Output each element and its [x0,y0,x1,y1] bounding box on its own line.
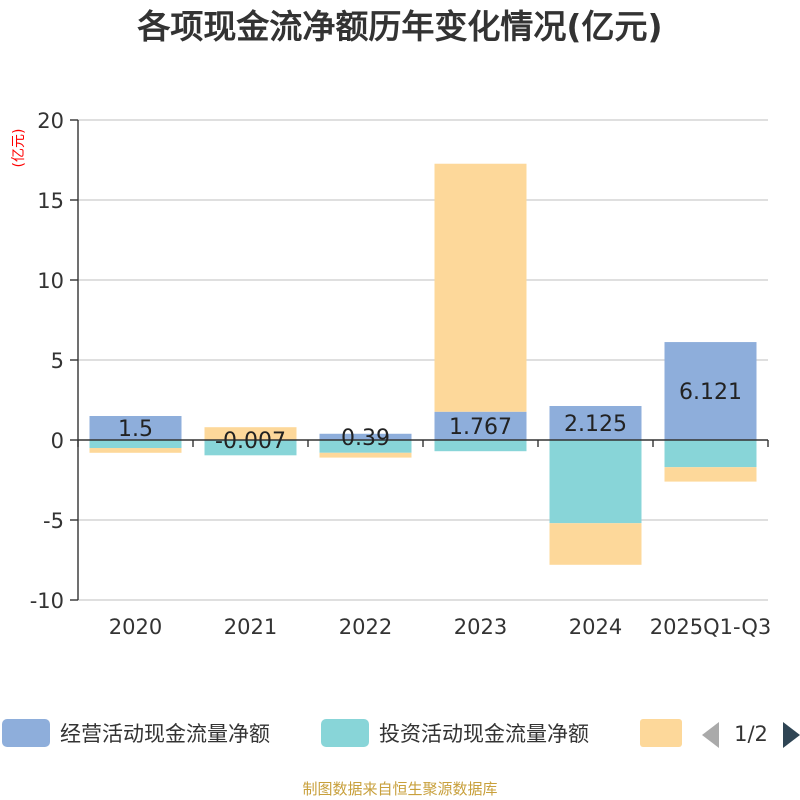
bar-operating[interactable] [319,433,412,440]
y-tick-label: 15 [37,189,64,213]
bar-operating[interactable] [434,411,527,440]
legend-swatch-operating[interactable] [2,719,50,747]
bar-investing[interactable] [549,440,642,524]
y-tick-label: 0 [51,429,64,453]
data-label: 1.5 [118,417,153,442]
legend-label-investing[interactable]: 投资活动现金流量净额 [379,722,589,746]
bar-investing[interactable] [434,440,527,452]
data-label: 1.767 [449,415,512,440]
data-label: -0.007 [215,429,286,454]
data-label: 6.121 [679,380,742,405]
bars [89,163,757,565]
x-tick-label: 2023 [454,615,507,639]
bar-financing[interactable] [434,163,527,412]
y-axis-unit: (亿元) [11,129,27,168]
chart-title: 各项现金流净额历年变化情况(亿元) [136,7,662,46]
legend-swatch-financing[interactable] [640,719,682,747]
x-tick-label: 2024 [569,615,622,639]
y-tick-label: -10 [30,589,64,613]
y-tick-label: 5 [51,349,64,373]
y-tick-label: 10 [37,269,64,293]
legend: 经营活动现金流量净额 投资活动现金流量净额 1/2 [2,719,800,748]
x-tick-label: 2020 [109,615,162,639]
legend-swatch-investing[interactable] [321,719,369,747]
bar-financing[interactable] [204,427,297,440]
bar-investing[interactable] [319,440,412,453]
bar-operating[interactable] [549,406,642,440]
bar-operating[interactable] [664,342,757,440]
bar-financing[interactable] [89,448,182,453]
x-tick-label: 2021 [224,615,277,639]
x-tick-label: 2022 [339,615,392,639]
data-label: 0.39 [341,426,390,451]
gridlines [78,119,768,601]
bar-financing[interactable] [319,452,412,458]
bar-investing[interactable] [664,440,757,468]
y-tick-label: -5 [43,509,64,533]
x-tick-label: 2025Q1-Q3 [650,615,772,639]
y-tick-label: 20 [37,109,64,133]
legend-label-operating[interactable]: 经营活动现金流量净额 [60,722,270,746]
bar-investing[interactable] [89,440,182,448]
bar-operating[interactable] [89,416,182,440]
legend-prev-page-icon[interactable] [702,722,719,748]
bar-financing[interactable] [664,467,757,482]
bar-investing[interactable] [204,440,297,456]
data-labels: 1.5 -0.007 0.39 1.767 2.125 6.121 [118,380,742,454]
bar-financing[interactable] [549,523,642,565]
data-label: 2.125 [564,412,627,437]
legend-next-page-icon[interactable] [783,722,800,748]
data-source: 制图数据来自恒生聚源数据库 [302,780,497,798]
legend-page-indicator: 1/2 [734,722,768,746]
axes: 20 15 10 5 0 -5 -10 2020 2021 2022 2023 2024 2025Q1-… [30,109,772,639]
